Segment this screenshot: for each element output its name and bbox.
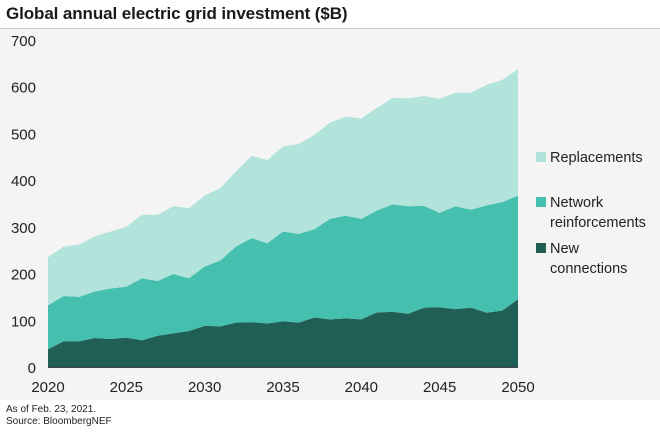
x-tick-label: 2035 <box>266 379 299 396</box>
area-new-connections <box>48 299 518 367</box>
legend-label-new-connections: connections <box>550 261 627 277</box>
y-tick-label: 300 <box>11 220 36 237</box>
area-replacements <box>48 69 518 306</box>
y-tick-label: 400 <box>11 173 36 190</box>
legend-swatch-network-reinforcements <box>536 197 546 207</box>
x-tick-label: 2020 <box>31 379 64 396</box>
y-tick-label: 600 <box>11 80 36 97</box>
x-tick-label: 2040 <box>345 379 378 396</box>
area-network-reinforcements <box>48 195 518 350</box>
chart-footnote: As of Feb. 23, 2021. Source: BloombergNE… <box>6 404 112 428</box>
y-tick-label: 500 <box>11 126 36 143</box>
legend-label-network-reinforcements: Network <box>550 195 604 211</box>
y-tick-label: 100 <box>11 313 36 330</box>
legend-label-new-connections: New <box>550 241 580 257</box>
y-tick-label: 0 <box>28 360 36 377</box>
legend-label-replacements: Replacements <box>550 150 643 166</box>
chart-title: Global annual electric grid investment (… <box>6 4 348 23</box>
x-tick-label: 2045 <box>423 379 456 396</box>
title-divider <box>0 28 660 29</box>
legend-label-network-reinforcements: reinforcements <box>550 215 646 231</box>
source-note: Source: BloombergNEF <box>6 416 112 427</box>
x-tick-label: 2030 <box>188 379 221 396</box>
legend-swatch-new-connections <box>536 243 546 253</box>
legend-swatch-replacements <box>536 152 546 162</box>
x-tick-label: 2025 <box>110 379 143 396</box>
y-tick-label: 700 <box>11 33 36 50</box>
stacked-area-chart: 0 100 200 300 400 500 600 700 2020 2025 2030 2035 20… <box>11 33 646 396</box>
y-tick-label: 200 <box>11 267 36 284</box>
x-tick-label: 2050 <box>501 379 534 396</box>
as-of-note: As of Feb. 23, 2021. <box>6 404 97 415</box>
